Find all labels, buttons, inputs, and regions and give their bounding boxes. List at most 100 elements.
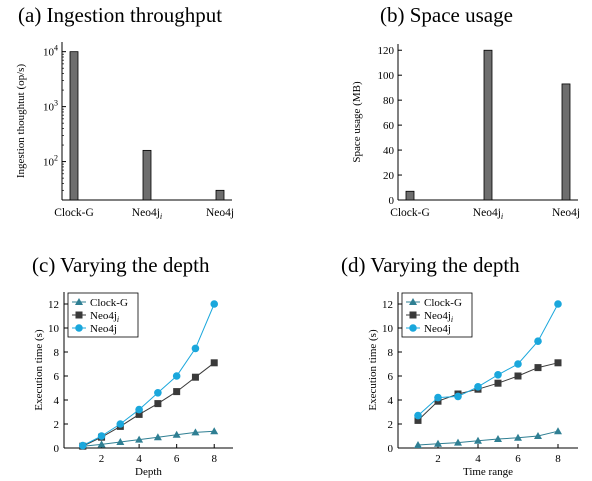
- chart-a-bar: [69, 51, 79, 201]
- chart-c-point: [135, 410, 143, 418]
- chart-d-point: [494, 379, 502, 387]
- chart-a-bar: [142, 149, 152, 201]
- chart-b-y-tick-label: 40: [383, 145, 395, 157]
- chart-a-y-tick-label: 104: [43, 44, 58, 59]
- y-tick-exponent: 4: [54, 44, 58, 53]
- chart-c-point: [191, 428, 200, 436]
- chart-c-legend-label: Clock-G: [90, 297, 128, 309]
- y-tick-exponent: 2: [54, 154, 58, 163]
- chart-b-y-tick-label: 0: [389, 195, 395, 207]
- chart-a-x-tick-label-base: Neo4j: [132, 207, 160, 219]
- chart-d-legend-label: Neo4j: [424, 323, 451, 335]
- chart-c-point: [97, 432, 106, 440]
- chart-c-x-tick-label: 4: [136, 453, 142, 465]
- y-tick-base: 10: [43, 47, 55, 59]
- chart-a-x-tick-label: Neo4j: [206, 207, 234, 219]
- chart-d-point: [514, 433, 522, 441]
- chart-b-y-tick-label: 100: [378, 70, 395, 82]
- chart-d-point: [454, 392, 462, 401]
- chart-a-bar: [215, 189, 225, 201]
- chart-c-point: [210, 427, 219, 435]
- chart-a-x-tick-label-base: Clock-G: [54, 207, 94, 219]
- chart-d-series-line: [417, 362, 559, 421]
- chart-c-legend-label-base: Neo4j: [90, 310, 117, 322]
- chart-c-y-tick-label: 10: [48, 323, 60, 335]
- chart-c-x-label: Depth: [135, 466, 162, 478]
- chart-d-x-tick-label: 2: [435, 453, 441, 465]
- chart-d-x-tick-label: 6: [515, 453, 521, 465]
- chart-c-y-tick-label: 0: [54, 443, 60, 455]
- chart-d-x-tick-label: 8: [555, 453, 561, 465]
- chart-d-y-tick-label: 4: [388, 395, 394, 407]
- chart-c-y-tick-label: 2: [54, 419, 60, 431]
- chart-c-x-tick-label: 2: [99, 453, 105, 465]
- chart-d-point: [554, 427, 562, 435]
- y-tick-base: 10: [43, 102, 55, 114]
- chart-d-point: [554, 359, 562, 367]
- chart-a-x-tick-label-sub: i: [160, 212, 163, 221]
- chart-d-y-tick-label: 6: [388, 371, 394, 383]
- chart-c-point: [116, 438, 125, 445]
- chart-c-y-tick-label: 6: [54, 371, 60, 383]
- chart-d-point: [554, 300, 562, 308]
- chart-c-point: [172, 430, 181, 438]
- chart-c-point: [78, 441, 87, 450]
- y-tick-exponent: 3: [54, 99, 58, 108]
- chart-d-y-tick-label: 2: [388, 419, 394, 431]
- chart-d-legend-marker: [409, 324, 417, 332]
- chart-c-point: [154, 400, 162, 408]
- chart-d-legend-marker: [409, 298, 417, 305]
- chart-d-x-tick-label: 4: [475, 453, 481, 465]
- chart-c-legend-label-base: Neo4j: [90, 323, 117, 335]
- chart-d-legend-marker: [409, 311, 417, 319]
- chart-b-y-tick-label: 120: [378, 45, 395, 57]
- chart-b-x-tick-label-sub: i: [501, 212, 504, 221]
- chart-a-y-tick-label: 102: [43, 154, 58, 169]
- chart-d-title: (d) Varying the depth: [341, 253, 520, 277]
- chart-c-point: [153, 433, 162, 441]
- chart-d-legend-label-base: Neo4j: [424, 323, 451, 335]
- chart-c-x-tick-label: 8: [211, 453, 217, 465]
- chart-b-y-tick-label: 20: [383, 170, 395, 182]
- chart-d-y-tick-label: 10: [382, 323, 394, 335]
- chart-b-bar: [561, 83, 571, 201]
- chart-b-bar: [405, 190, 415, 201]
- chart-d-point: [474, 383, 482, 391]
- chart-d-point: [414, 411, 422, 420]
- chart-b-y-tick-label: 60: [383, 120, 395, 132]
- chart-d-point: [494, 435, 502, 442]
- chart-a-x-tick-label-base: Neo4j: [206, 207, 234, 219]
- chart-c-point: [154, 389, 162, 397]
- chart-c-point: [97, 440, 106, 448]
- chart-d-point: [514, 360, 522, 368]
- chart-c-point: [172, 372, 181, 380]
- chart-d-legend-label: Clock-G: [424, 297, 462, 309]
- chart-b-y-tick-label: 80: [383, 95, 395, 107]
- chart-b-y-label: Space usage (MB): [351, 81, 363, 163]
- chart-c-y-tick-label: 4: [54, 395, 60, 407]
- chart-a-title: (a) Ingestion throughput: [18, 3, 223, 27]
- chart-b-x-tick-label: Clock-G: [390, 207, 430, 219]
- chart-d-y-tick-label: 0: [388, 443, 394, 455]
- chart-c-point: [191, 344, 200, 353]
- chart-d-y-label: Execution time (s): [367, 329, 379, 411]
- chart-d-point: [454, 438, 462, 446]
- chart-d-x-label: Time range: [463, 466, 513, 478]
- y-tick-base: 10: [43, 157, 55, 169]
- chart-d-point: [434, 439, 442, 447]
- chart-c-y-tick-label: 12: [48, 299, 59, 311]
- chart-d-y-tick-label: 12: [382, 299, 393, 311]
- chart-c-point: [191, 373, 199, 381]
- chart-c-point: [210, 300, 219, 308]
- chart-d-point: [534, 337, 542, 346]
- chart-b-bar: [483, 49, 493, 201]
- chart-c-y-tick-label: 8: [54, 347, 60, 359]
- chart-d-legend-label-base: Clock-G: [424, 297, 462, 309]
- chart-d-legend-label: Neo4ji: [424, 310, 453, 324]
- chart-c-point: [135, 435, 144, 443]
- chart-c-legend-marker: [75, 324, 83, 332]
